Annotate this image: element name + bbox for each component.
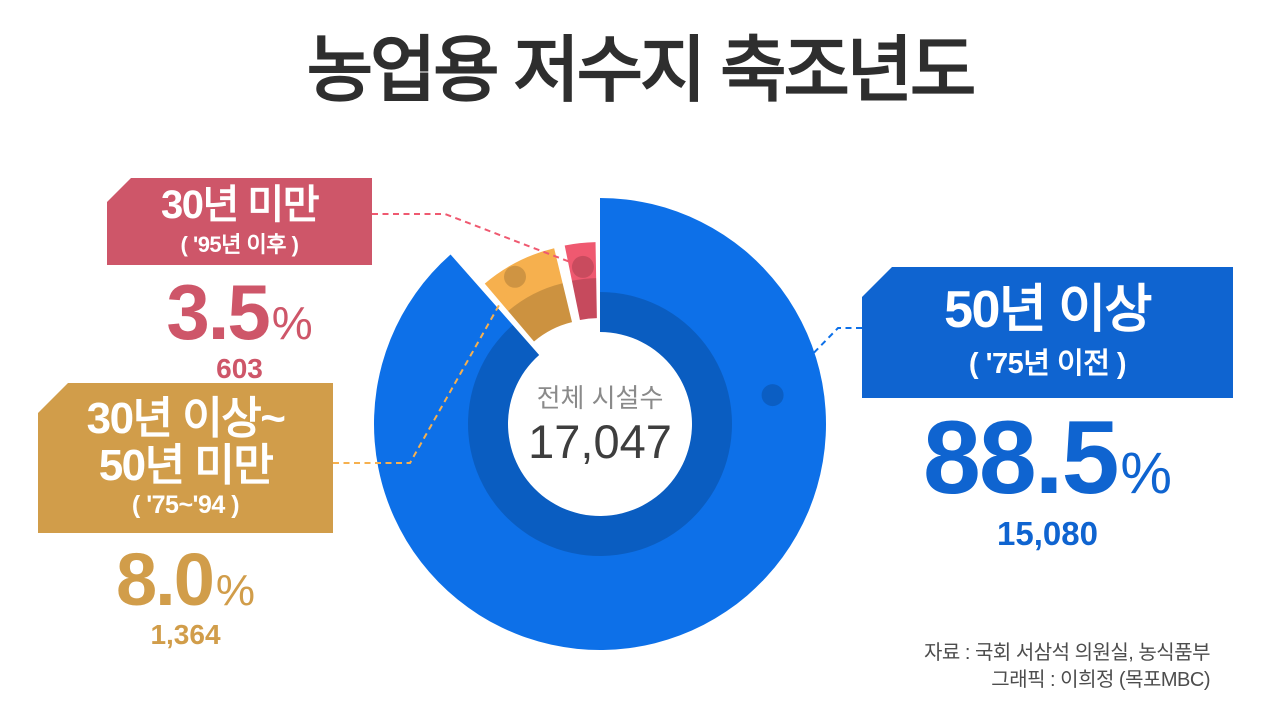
percent-sign: % (215, 566, 255, 615)
donut-inner-band-under-30y (571, 278, 597, 320)
donut-segment-over-50y (374, 198, 827, 650)
donut-center-label: 전체 시설수 17,047 (480, 384, 720, 467)
total-facilities-value: 17,047 (528, 414, 672, 468)
callout-box-over-50y: 50년 이상 ( '75년 이전 ) (862, 267, 1233, 398)
percent-number: 88.5 (923, 400, 1119, 516)
percent-sign: % (271, 297, 313, 349)
credit-graphic: 그래픽 : 이희정 (목포MBC) (991, 669, 1210, 691)
count-value: 15,080 (997, 515, 1098, 552)
anchor-dot-under-30y (571, 255, 594, 278)
leader-line-under-30y (372, 213, 584, 268)
anchor-dot-over-50y (761, 384, 784, 407)
callout-box-under-30y: 30년 미만 ( '95년 이후 ) (107, 178, 372, 265)
percent-sign: % (1120, 441, 1172, 506)
callout-title: 30년 미만 (160, 182, 320, 227)
callout-subtitle: ( '75년 이전 ) (968, 348, 1127, 381)
page-title: 농업용 저수지 축조년도 (306, 31, 976, 111)
percent-value: 8.0 % (116, 543, 255, 617)
callout-title: 50년 이상 (944, 280, 1152, 339)
percent-value: 88.5 % (923, 406, 1172, 510)
total-facilities-label: 전체 시설수 (536, 383, 664, 413)
callout-over-50y: 50년 이상 ( '75년 이전 ) 88.5 % 15,080 (862, 267, 1233, 552)
callout-subtitle: ( '75~'94 ) (131, 491, 240, 520)
leader-line-30-to-50y (333, 276, 516, 464)
percent-value: 3.5 % (166, 273, 312, 351)
credits: 자료 : 국회 서삼석 의원실, 농식품부 그래픽 : 이희정 (목포MBC) (924, 640, 1211, 694)
credit-source: 자료 : 국회 서삼석 의원실, 농식품부 (924, 642, 1211, 664)
callout-box-30-to-50y: 30년 이상~ 50년 미만 ( '75~'94 ) (38, 383, 333, 533)
anchor-dot-30-to-50y (504, 265, 526, 288)
callout-title: 30년 이상~ 50년 미만 (86, 393, 286, 490)
percent-number: 8.0 (116, 538, 215, 621)
callout-under-30y: 30년 미만 ( '95년 이후 ) 3.5 % 603 (107, 178, 372, 385)
count-value: 603 (216, 353, 263, 384)
count-value: 1,364 (150, 619, 221, 650)
donut-inner-band-over-50y (468, 292, 733, 556)
donut-inner-band-30-to-50y (508, 283, 573, 342)
callout-subtitle: ( '95년 이후 ) (180, 232, 299, 258)
leader-line-over-50y (771, 327, 862, 396)
callout-30-to-50y: 30년 이상~ 50년 미만 ( '75~'94 ) 8.0 % 1,364 (38, 383, 333, 651)
percent-number: 3.5 (166, 268, 270, 356)
